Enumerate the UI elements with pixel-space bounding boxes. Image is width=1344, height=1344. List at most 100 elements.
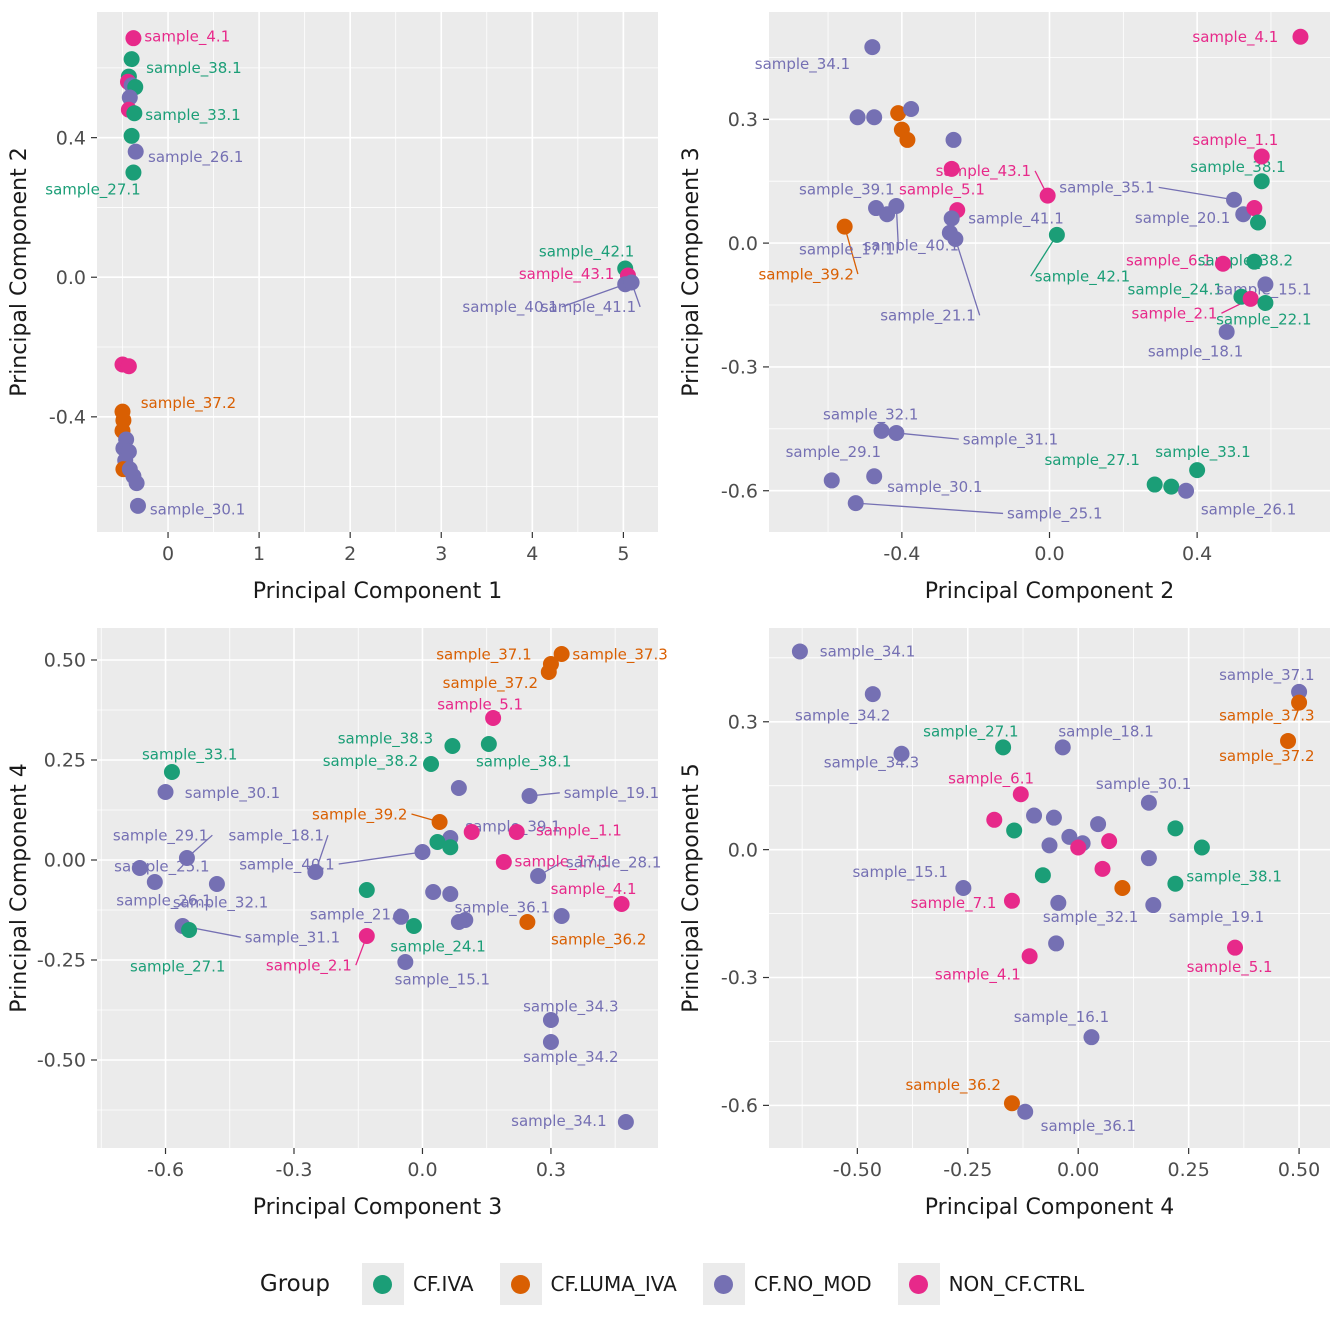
plot-pc2-vs-pc3: -0.4 0.0 0.4 0.3 0.0 -0.3 -0.6 sample_34.1 sampl… <box>672 0 1344 616</box>
data-point <box>893 745 910 762</box>
y-tick-label: 0.3 <box>728 711 758 733</box>
legend-item-cf-luma-iva: CF.LUMA_IVA <box>499 1263 677 1305</box>
sample-label: sample_18.1 <box>1058 722 1153 741</box>
data-point <box>1048 226 1065 243</box>
data-point <box>163 764 180 780</box>
y-axis-title: Principal Component 3 <box>679 147 704 396</box>
sample-label: sample_27.1 <box>45 181 140 200</box>
data-point <box>1257 276 1274 293</box>
data-point <box>1280 732 1297 749</box>
sample-label: sample_39.1 <box>799 181 894 200</box>
data-point <box>873 422 890 439</box>
sample-label: sample_1.1 <box>1192 131 1278 150</box>
data-point <box>1253 148 1270 165</box>
data-point <box>1114 880 1131 896</box>
data-point <box>1214 255 1231 272</box>
data-point <box>1218 323 1235 340</box>
data-point <box>888 424 905 441</box>
pca-scatter-pc3-pc4: -0.6 -0.3 0.0 0.3 -0.50 -0.25 0.00 0.25 0.50 samp… <box>7 628 668 1220</box>
y-tick-label: -0.3 <box>721 357 758 379</box>
sample-label: sample_30.1 <box>1096 775 1191 794</box>
x-tick-label: 2 <box>344 543 356 565</box>
sample-label: sample_26.1 <box>148 148 243 167</box>
sample-label: sample_34.2 <box>523 1048 618 1067</box>
data-point <box>425 884 442 900</box>
label-leader-line <box>338 851 423 865</box>
data-point <box>1050 894 1067 911</box>
data-point <box>943 160 960 177</box>
data-point <box>1003 892 1020 909</box>
data-point <box>1003 1095 1020 1112</box>
sample-label: sample_27.1 <box>130 957 225 976</box>
data-point <box>1094 860 1111 877</box>
data-point <box>553 908 570 924</box>
data-point <box>414 844 431 860</box>
data-point <box>208 876 225 892</box>
sample-label: sample_4.1 <box>1192 28 1278 47</box>
plot-pc4-vs-pc5: -0.50 -0.25 0.00 0.25 0.50 0.3 0.0 -0.3 -0.6 samp… <box>672 616 1344 1232</box>
pca-scatter-pc1-pc2: 0 1 2 3 4 5 -0.4 0.0 0.4 sample_4.1 sample_38.1sam… <box>7 12 658 604</box>
sample-label: sample_36.1 <box>455 898 550 917</box>
label-leader-line <box>855 502 1004 515</box>
x-tick-label: 0.25 <box>1167 1159 1209 1181</box>
data-point <box>540 664 557 680</box>
sample-label: sample_36.2 <box>905 1076 1000 1095</box>
sample-label: sample_25.1 <box>1007 505 1102 524</box>
y-axis-title: Principal Component 2 <box>7 147 32 396</box>
sample-label: sample_27.1 <box>923 722 1018 741</box>
sample-label: sample_40.1 <box>462 298 557 317</box>
data-point <box>126 105 143 122</box>
data-point <box>1041 837 1058 854</box>
sample-label: sample_24.1 <box>1128 281 1223 300</box>
data-point <box>450 780 467 796</box>
data-point <box>542 1012 559 1028</box>
data-point <box>947 230 964 247</box>
legend-item-label: CF.NO_MOD <box>753 1272 872 1296</box>
y-tick-label: -0.25 <box>37 950 86 972</box>
data-point <box>1257 294 1274 311</box>
data-point <box>1140 794 1157 811</box>
plot-panel <box>97 12 658 532</box>
sample-label: sample_5.1 <box>437 695 523 714</box>
y-tick-label: -0.50 <box>37 1050 86 1072</box>
data-point <box>125 30 142 47</box>
sample-label: sample_31.1 <box>963 430 1058 449</box>
sample-label: sample_38.1 <box>1190 158 1285 177</box>
y-tick-label: -0.6 <box>721 480 758 502</box>
x-tick-label: 5 <box>617 543 629 565</box>
data-point <box>1054 739 1071 756</box>
sample-label: sample_33.1 <box>142 745 237 764</box>
x-tick-label: -0.25 <box>943 1159 992 1181</box>
sample-label: sample_27.1 <box>1044 451 1139 470</box>
data-point <box>890 105 907 122</box>
x-axis-title: Principal Component 1 <box>253 579 502 604</box>
x-tick-label: 4 <box>526 543 538 565</box>
data-point <box>125 164 142 181</box>
sample-label: sample_30.1 <box>150 501 245 520</box>
data-point <box>480 736 497 752</box>
data-point <box>849 109 866 126</box>
data-point <box>791 643 808 660</box>
sample-label: sample_30.1 <box>887 478 982 497</box>
sample-label: sample_22.1 <box>1216 311 1311 330</box>
sample-label: sample_37.1 <box>436 645 531 664</box>
data-point <box>903 100 920 117</box>
group-color-dot <box>511 1274 531 1294</box>
x-axis-title: Principal Component 2 <box>925 579 1174 604</box>
y-tick-label: 0.0 <box>728 233 758 255</box>
sample-label: sample_37.3 <box>1219 707 1314 726</box>
data-point <box>945 131 962 148</box>
x-tick-label: 0 <box>162 543 174 565</box>
sample-label: sample_39.2 <box>758 265 853 284</box>
data-point <box>178 850 195 866</box>
y-tick-label: 0.0 <box>56 267 86 289</box>
data-point <box>1227 939 1244 956</box>
data-point <box>1039 187 1056 204</box>
data-point <box>1253 173 1270 190</box>
data-point <box>495 854 512 870</box>
sample-label: sample_15.1 <box>852 863 947 882</box>
data-point <box>131 860 148 876</box>
x-tick-label: 0.0 <box>1034 543 1064 565</box>
legend: Group CF.IVA CF.LUMA_IVA CF.NO_MOD NON_C… <box>0 1232 1344 1336</box>
data-point <box>1292 28 1309 45</box>
